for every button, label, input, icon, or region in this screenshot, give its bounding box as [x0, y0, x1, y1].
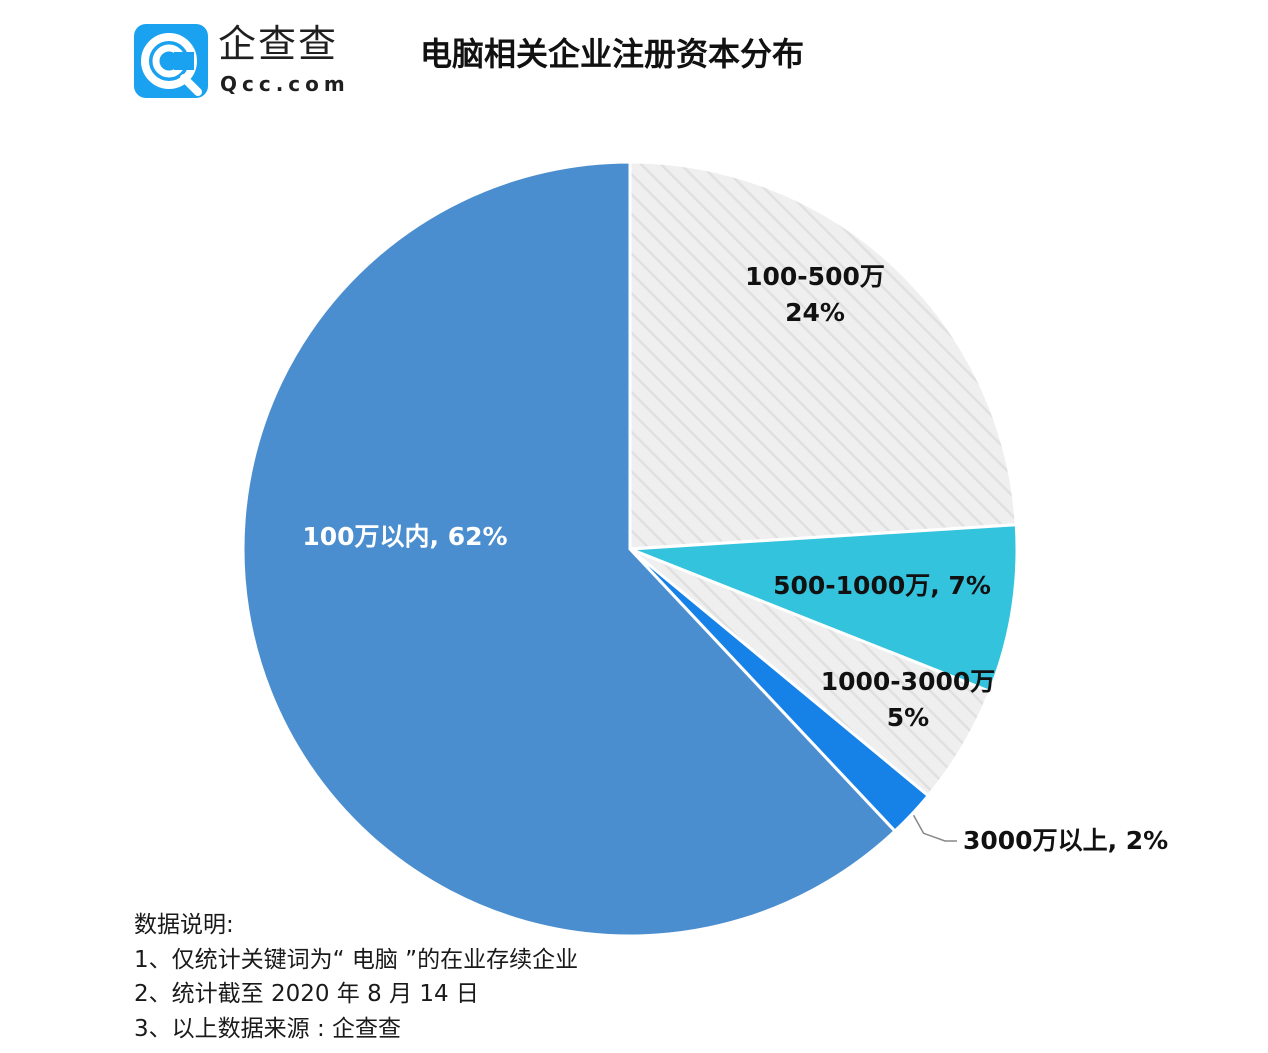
slice-label-500-1000万: 500-1000万, 7% [773, 571, 991, 600]
notes-line-3: 3、以上数据来源 : 企查查 [134, 1015, 402, 1042]
slice-label-100万以内: 100万以内, 62% [302, 522, 507, 551]
logo-domain: Qcc.com [220, 72, 350, 96]
leader-line-3000万以上 [912, 814, 957, 842]
slice-label-1000-3000万: 1000-3000万 5% [821, 667, 996, 732]
slice-label-3000万以上: 3000万以上, 2% [963, 826, 1168, 855]
qcc-magnifier-logo-icon [134, 24, 208, 98]
pie-slice-500-1000万 [629, 523, 1019, 694]
qcc-logo: 企查查 Qcc.com [134, 22, 364, 102]
notes-line-2: 2、统计截至 2020 年 8 月 14 日 [134, 981, 479, 1007]
data-notes: 数据说明: 1、仅统计关键词为“ 电脑 ”的在业存续企业 2、统计截至 2020… [134, 908, 578, 1046]
slice-label-100-500万: 100-500万 24% [745, 262, 885, 327]
pie-slice-100-500万 [628, 160, 1018, 551]
notes-line-1: 1、仅统计关键词为“ 电脑 ”的在业存续企业 [134, 946, 579, 973]
chart-title: 电脑相关企业注册资本分布 [420, 35, 805, 73]
logo-brand-name: 企查查 [218, 22, 339, 66]
notes-heading: 数据说明: [134, 912, 234, 938]
pie-slice-100万以内 [241, 160, 898, 938]
